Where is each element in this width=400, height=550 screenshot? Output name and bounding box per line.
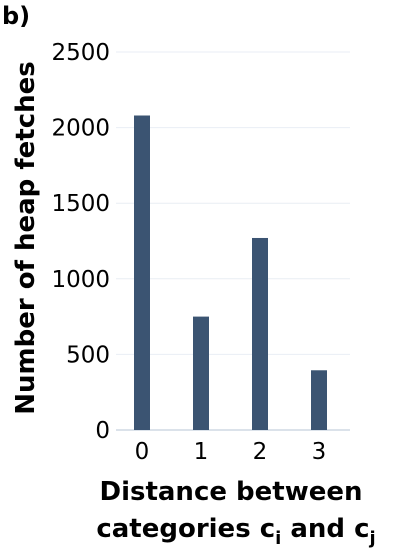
x-axis-title-line2: categories ci and cj: [96, 514, 375, 549]
x-axis-title-sub-i: i: [275, 528, 281, 549]
bar-0: [134, 115, 150, 430]
x-tick-label: 3: [312, 439, 327, 465]
x-axis-title-sub-j: j: [369, 528, 376, 549]
y-tick-label: 1000: [51, 267, 110, 293]
y-axis-title: Number of heap fetches: [11, 61, 41, 414]
x-tick-labels: 0 1 2 3: [135, 439, 327, 465]
y-tick-label: 1500: [51, 191, 110, 217]
x-tick-label: 0: [135, 439, 150, 465]
y-tick-label: 0: [95, 418, 110, 444]
x-tick-label: 1: [194, 439, 209, 465]
x-axis-title-prefix: categories c: [96, 514, 275, 544]
x-axis-title-line1: Distance between: [99, 477, 362, 507]
y-tick-label: 2000: [51, 116, 110, 142]
y-tick-label: 2500: [51, 40, 110, 66]
panel-label: b): [2, 2, 30, 30]
x-tick-label: 2: [253, 439, 268, 465]
bars: [134, 115, 327, 430]
y-tick-labels: 0 500 1000 1500 2000 2500: [51, 40, 110, 444]
y-tick-label: 500: [66, 342, 110, 368]
bar-3: [311, 370, 327, 430]
bar-1: [193, 316, 209, 430]
bar-2: [252, 237, 268, 430]
x-axis-title-mid: and c: [281, 514, 369, 544]
